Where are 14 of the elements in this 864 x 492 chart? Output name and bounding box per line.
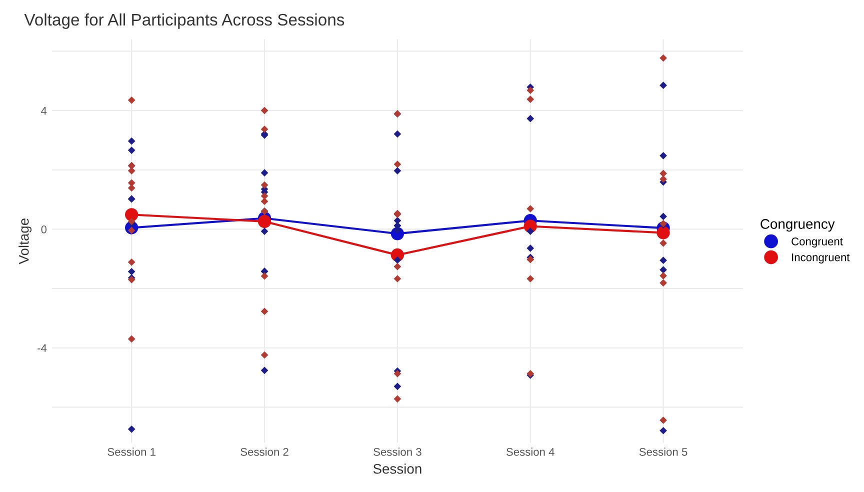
y-axis-title: Voltage	[18, 218, 32, 264]
legend-label: Congruent	[792, 237, 843, 248]
chart-title: Voltage for All Participants Across Sessions	[24, 13, 344, 29]
legend-title: Congruency	[760, 219, 835, 232]
y-tick-label: 4	[41, 106, 47, 115]
x-tick-label: Session 3	[374, 448, 422, 456]
x-tick-label: Session 5	[639, 448, 688, 456]
x-tick-label: Session 2	[240, 448, 288, 456]
x-axis-title: Session	[373, 464, 422, 474]
y-tick-label: 0	[41, 225, 47, 234]
x-tick-label: Session 4	[506, 448, 554, 456]
legend-label: Incongruent	[792, 254, 850, 264]
y-tick-label: -4	[38, 344, 47, 352]
x-tick-label: Session 1	[108, 448, 156, 456]
